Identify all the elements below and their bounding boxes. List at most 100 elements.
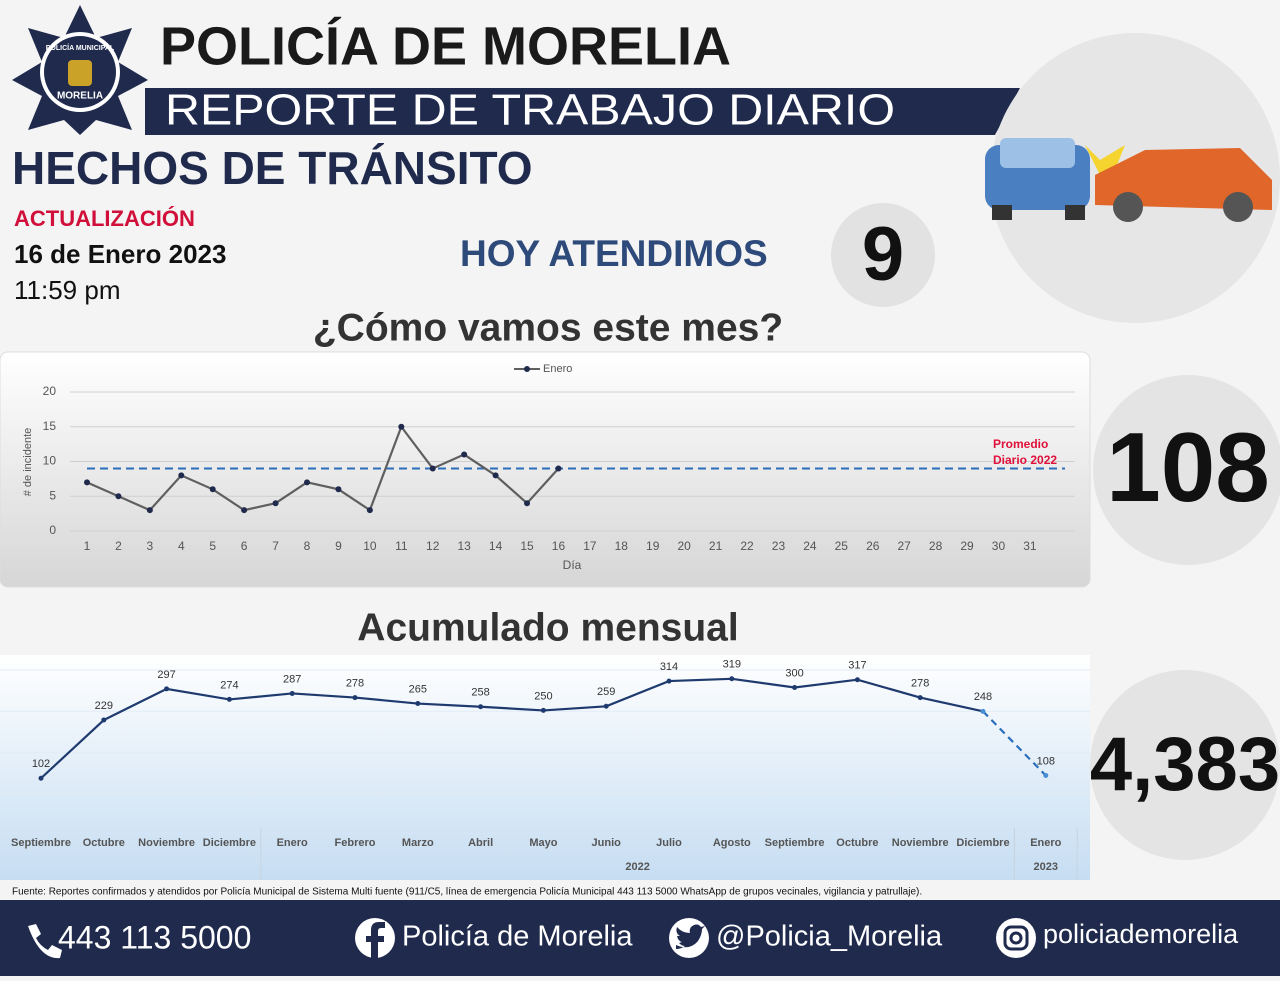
- data-label: 274: [220, 679, 238, 691]
- point: [398, 423, 405, 430]
- point: [854, 677, 860, 683]
- y-axis-label: # de incidente: [22, 428, 34, 497]
- point: [603, 703, 609, 709]
- x-tick-label: 31: [1023, 539, 1037, 553]
- x-tick-label: 28: [929, 539, 943, 553]
- point: [415, 701, 421, 707]
- data-label: 108: [1037, 755, 1055, 767]
- car-orange: [1095, 148, 1272, 210]
- x-tick-label: 8: [304, 539, 311, 553]
- x-tick-label: 26: [866, 539, 880, 553]
- legend-label: Enero: [543, 363, 572, 375]
- line-dashed: [982, 710, 1047, 777]
- x-tick-label: Septiembre: [11, 837, 71, 849]
- x-tick-label: 2: [115, 539, 122, 553]
- data-label: 317: [848, 660, 866, 672]
- wheel: [992, 205, 1012, 220]
- chart-title: Acumulado mensual: [357, 606, 738, 649]
- y-tick-label: 10: [43, 454, 57, 468]
- x-tick-label: 11: [395, 539, 408, 553]
- x-tick-label: 17: [583, 539, 597, 553]
- point: [84, 479, 90, 486]
- data-label: 265: [409, 683, 427, 695]
- point: [226, 696, 232, 702]
- chart-panel: [0, 351, 1091, 588]
- phone-icon: [28, 924, 62, 959]
- today-circle: [831, 203, 935, 307]
- point: [792, 685, 798, 690]
- point: [38, 775, 44, 781]
- x-tick-label: Noviembre: [892, 837, 949, 849]
- x-tick-label: 30: [992, 539, 1006, 553]
- x-tick-label: Marzo: [402, 837, 434, 849]
- point: [352, 695, 358, 701]
- month-total-circle: [1093, 375, 1280, 565]
- instagram-glyph: [1009, 931, 1023, 945]
- x-tick-label: 13: [457, 539, 471, 553]
- x-tick-label: Diciembre: [203, 837, 256, 849]
- x-tick-label: Febrero: [335, 837, 376, 849]
- data-label: 278: [346, 677, 364, 689]
- x-tick-label: Julio: [656, 837, 682, 849]
- data-label: 229: [95, 700, 113, 712]
- point: [209, 486, 216, 493]
- point: [101, 717, 107, 723]
- instagram-icon: [996, 918, 1036, 958]
- x-tick-label: 18: [615, 539, 629, 553]
- update-label: ACTUALIZACIÓN: [14, 206, 195, 231]
- x-tick-label: 20: [677, 539, 691, 553]
- point: [178, 472, 185, 479]
- instagram-glyph: [1003, 925, 1029, 951]
- badge-shield: [68, 60, 92, 86]
- wheel: [1113, 192, 1143, 222]
- year-total: 4,383: [1090, 722, 1280, 807]
- header-bar: [145, 88, 1020, 135]
- x-axis-label: Día: [563, 558, 582, 572]
- x-tick-label: 22: [740, 539, 754, 553]
- data-label: 102: [32, 758, 50, 770]
- point: [524, 500, 531, 507]
- x-tick-label: 7: [272, 539, 279, 553]
- subtitle: REPORTE DE TRABAJO DIARIO: [165, 86, 895, 135]
- y-tick-label: 20: [43, 384, 57, 398]
- footer-bar: [0, 900, 1280, 976]
- group-label: 2023: [1034, 861, 1058, 873]
- chart-title: ¿Cómo vamos este mes?: [313, 306, 783, 349]
- x-tick-label: 24: [803, 539, 817, 553]
- x-tick-label: 1: [84, 539, 91, 553]
- point: [164, 686, 170, 692]
- point: [917, 695, 923, 701]
- x-tick-label: 21: [709, 539, 723, 553]
- footer-twitter: @Policia_Morelia: [716, 921, 943, 953]
- x-tick-label: 5: [209, 539, 216, 553]
- today-value: 9: [862, 212, 904, 297]
- x-tick-label: Septiembre: [765, 837, 825, 849]
- x-tick-label: 4: [178, 539, 185, 553]
- point: [335, 486, 342, 493]
- x-tick-label: Noviembre: [138, 837, 195, 849]
- group-label: 2022: [625, 861, 649, 873]
- data-label: 250: [534, 690, 552, 702]
- x-tick-label: 10: [363, 539, 377, 553]
- x-tick-label: Junio: [592, 837, 622, 849]
- data-label: 297: [157, 669, 175, 681]
- point: [729, 676, 735, 682]
- point: [304, 479, 311, 486]
- point: [429, 465, 436, 472]
- badge-top: POLICÍA MUNICIPAL: [46, 43, 115, 52]
- data-label: 287: [283, 673, 301, 685]
- source: Fuente: Reportes confirmados y atendidos…: [12, 887, 922, 898]
- update-date: 16 de Enero 2023: [14, 239, 226, 269]
- badge-bottom: MORELIA: [57, 91, 103, 102]
- point: [241, 507, 248, 514]
- point: [555, 465, 562, 472]
- data-label: 314: [660, 661, 678, 673]
- footer-phone: 443 113 5000: [58, 919, 251, 955]
- update-time: 11:59 pm: [14, 275, 120, 305]
- x-tick-label: 25: [835, 539, 849, 553]
- x-tick-label: 3: [147, 539, 154, 553]
- x-tick-label: Abril: [468, 837, 493, 849]
- point: [980, 708, 986, 714]
